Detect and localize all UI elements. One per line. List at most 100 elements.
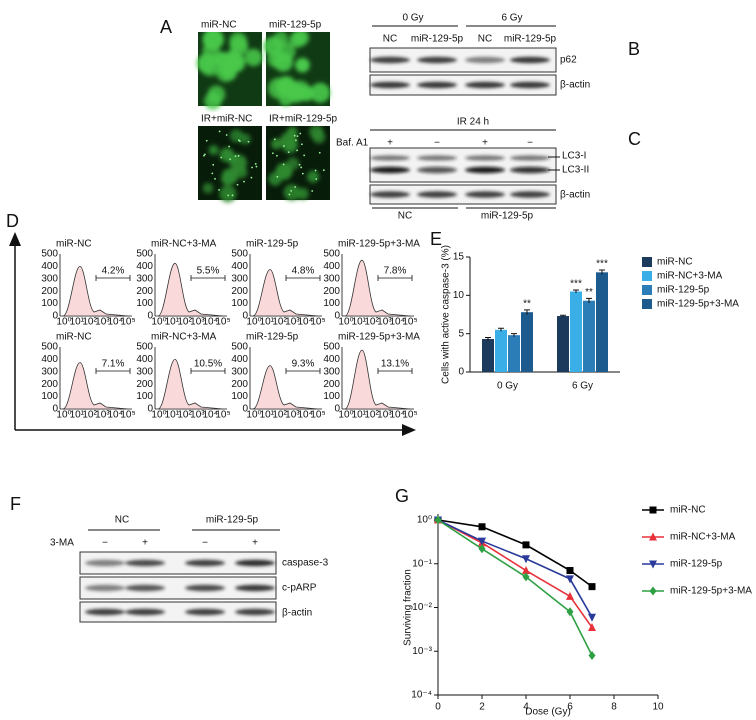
error-bar	[560, 314, 566, 317]
label: 400	[323, 261, 340, 272]
label: 500	[231, 342, 248, 353]
marker	[649, 506, 657, 514]
legend-label: miR-129-5p	[657, 285, 710, 296]
legend-label: miR-129-5p+3-MA	[670, 586, 752, 597]
label: caspase-3	[282, 558, 329, 569]
label: 300	[41, 366, 58, 377]
fluorescence-image	[196, 18, 263, 110]
band	[370, 166, 410, 174]
label: 200	[136, 379, 153, 390]
band	[185, 584, 225, 592]
label: 10²	[272, 410, 287, 421]
label: 10¹	[165, 317, 180, 328]
label: 5.5%	[197, 266, 220, 277]
image-label-strip	[266, 112, 330, 126]
label: 10⁴	[389, 410, 404, 421]
error-bar	[511, 333, 517, 337]
label: −	[102, 538, 108, 549]
y-tick-label: 10⁻¹	[412, 558, 432, 569]
label: 100	[231, 391, 248, 402]
label: 400	[41, 354, 58, 365]
cell	[295, 57, 310, 73]
label: 300	[231, 366, 248, 377]
bands	[370, 155, 550, 174]
blot-frame	[369, 147, 557, 183]
histogram-area	[344, 349, 411, 410]
label: 10⁴	[202, 317, 217, 328]
marker	[478, 544, 486, 554]
error-bar	[524, 309, 530, 315]
significance: **	[585, 287, 593, 298]
error-bar	[599, 269, 605, 275]
label: miR-NC	[56, 332, 92, 343]
label: 10³	[377, 317, 392, 328]
band	[510, 81, 550, 89]
panel-letter: D	[6, 211, 19, 231]
label: 0	[147, 404, 153, 415]
label: 400	[41, 261, 58, 272]
band	[85, 559, 125, 567]
significance: **	[523, 299, 531, 310]
puncta	[237, 154, 240, 157]
puncta	[282, 145, 285, 147]
puncta	[276, 175, 279, 178]
image-label-strip	[198, 18, 262, 32]
bar	[570, 291, 582, 372]
label: 200	[136, 286, 153, 297]
cell	[280, 131, 298, 150]
band	[85, 608, 125, 616]
label: 10²	[272, 317, 287, 328]
puncta	[218, 189, 221, 191]
label: c-pARP	[282, 583, 317, 594]
label: 0	[147, 311, 153, 322]
band	[465, 166, 505, 174]
band	[370, 191, 410, 198]
legend-swatch	[642, 299, 652, 309]
puncta	[276, 154, 278, 157]
label: 400	[136, 261, 153, 272]
puncta	[318, 151, 321, 154]
band	[125, 608, 165, 616]
label: 13.1%	[381, 359, 409, 370]
bands	[370, 191, 550, 198]
label: 0	[52, 311, 58, 322]
puncta	[314, 169, 317, 172]
image-label-strip	[266, 18, 330, 32]
label: 400	[323, 354, 340, 365]
puncta	[290, 189, 293, 192]
label: 0	[334, 404, 340, 415]
cell	[202, 182, 214, 194]
label: +	[252, 538, 258, 549]
bar	[596, 272, 608, 372]
band	[417, 56, 457, 64]
puncta	[243, 180, 245, 183]
puncta	[271, 152, 274, 155]
band	[235, 559, 275, 567]
y-axis-label: Cells with active caspase-3 (%)	[441, 245, 452, 384]
cell	[270, 138, 283, 150]
label: 300	[136, 366, 153, 377]
puncta	[287, 151, 290, 154]
label: NC	[398, 211, 412, 222]
marker	[649, 532, 657, 541]
label: 400	[231, 354, 248, 365]
puncta	[273, 138, 276, 141]
label: 10¹	[352, 410, 367, 421]
bar	[508, 335, 520, 372]
arrowhead	[9, 232, 21, 246]
marker	[649, 560, 657, 569]
band	[417, 191, 457, 198]
label: NC	[383, 34, 397, 45]
label: 10³	[285, 317, 300, 328]
legend-label: miR-NC	[670, 505, 706, 516]
bar	[482, 339, 494, 372]
histogram-area	[62, 362, 129, 410]
band	[465, 191, 505, 198]
label: 10⁵	[402, 317, 417, 328]
cell	[225, 52, 246, 73]
label: 500	[41, 249, 58, 260]
label: LC3-II	[562, 165, 589, 176]
y-tick-label: 10	[453, 290, 465, 301]
label: 10²	[364, 317, 379, 328]
